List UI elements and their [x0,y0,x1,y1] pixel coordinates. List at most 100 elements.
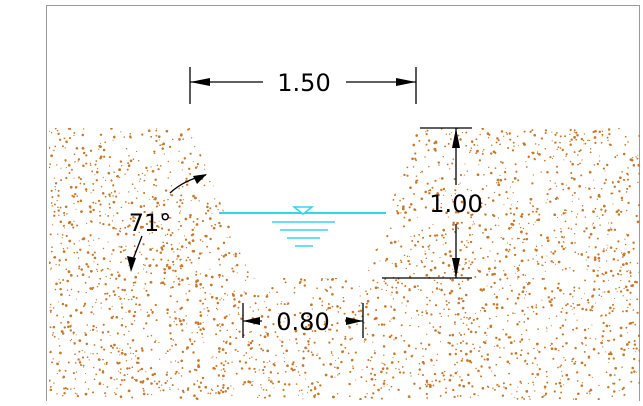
soil-speck [498,338,501,341]
soil-speck [476,173,480,177]
soil-speck [555,132,558,134]
soil-speck [271,187,274,190]
soil-speck [626,332,628,334]
soil-speck [488,267,491,271]
soil-speck [53,203,56,206]
soil-speck [554,133,557,136]
soil-speck [426,296,428,299]
soil-speck [260,347,263,350]
soil-speck [143,287,145,289]
soil-speck [599,266,601,269]
soil-speck [462,196,465,199]
soil-speck [63,214,66,216]
soil-speck [270,194,273,196]
soil-speck [598,260,601,262]
soil-speck [621,170,623,173]
soil-speck [75,208,77,210]
soil-speck [49,350,52,354]
soil-speck [374,378,377,381]
soil-speck [309,389,313,392]
soil-speck [264,191,267,195]
soil-speck [215,296,219,300]
soil-speck [276,291,278,294]
soil-speck [453,321,456,324]
soil-speck [143,388,145,390]
soil-speck [366,366,368,369]
soil-speck [226,294,228,296]
soil-speck [378,149,382,153]
soil-speck [348,155,350,157]
soil-speck [78,267,81,270]
soil-speck [559,135,562,138]
soil-speck [431,291,434,293]
soil-speck [244,228,247,231]
soil-speck [331,292,334,296]
soil-speck [351,132,354,136]
soil-speck [243,354,245,357]
arrow-down-icon [452,258,460,278]
soil-speck [104,363,106,365]
soil-speck [630,371,633,374]
soil-speck [421,360,425,364]
soil-speck [425,257,428,260]
soil-speck [202,240,204,242]
soil-speck [251,339,254,343]
soil-speck [179,224,183,227]
soil-speck [300,176,303,179]
soil-speck [429,234,432,238]
soil-speck [405,133,409,136]
soil-speck [317,194,319,196]
soil-speck [386,367,389,370]
soil-speck [62,279,65,281]
soil-speck [174,343,177,346]
soil-speck [132,281,135,284]
soil-speck [302,398,304,400]
soil-speck [66,247,69,249]
soil-speck [532,174,535,176]
soil-speck [553,155,555,157]
soil-speck [365,233,369,236]
soil-speck [237,312,240,314]
soil-speck [556,286,560,290]
soil-speck [547,296,550,299]
soil-speck [81,350,83,352]
soil-speck [412,143,416,147]
soil-speck [175,370,178,374]
soil-speck [540,137,544,140]
soil-speck [427,343,431,346]
soil-speck [478,164,480,166]
soil-speck [167,177,169,179]
soil-speck [609,143,612,147]
soil-speck [481,290,483,292]
soil-speck [251,166,254,168]
soil-speck [206,152,209,156]
soil-speck [426,182,429,185]
soil-speck [535,312,538,315]
soil-speck [468,260,470,262]
soil-speck [561,235,564,239]
soil-speck [302,199,305,202]
soil-speck [83,366,85,368]
soil-speck [292,263,294,266]
soil-speck [246,135,248,138]
soil-speck [506,277,509,280]
soil-speck [589,388,593,392]
soil-speck [245,352,248,354]
soil-speck [354,141,356,143]
soil-speck [493,374,496,377]
soil-speck [142,392,146,396]
soil-speck [331,305,334,308]
soil-speck [215,392,217,394]
soil-speck [224,351,227,355]
soil-speck [184,238,188,241]
soil-speck [354,135,357,138]
soil-speck [355,183,357,185]
soil-speck [146,293,150,297]
soil-speck [82,151,86,155]
soil-speck [428,192,431,195]
soil-speck [328,341,331,344]
soil-speck [198,366,201,368]
soil-speck [444,252,447,256]
soil-speck [258,369,260,371]
soil-speck [291,362,294,366]
